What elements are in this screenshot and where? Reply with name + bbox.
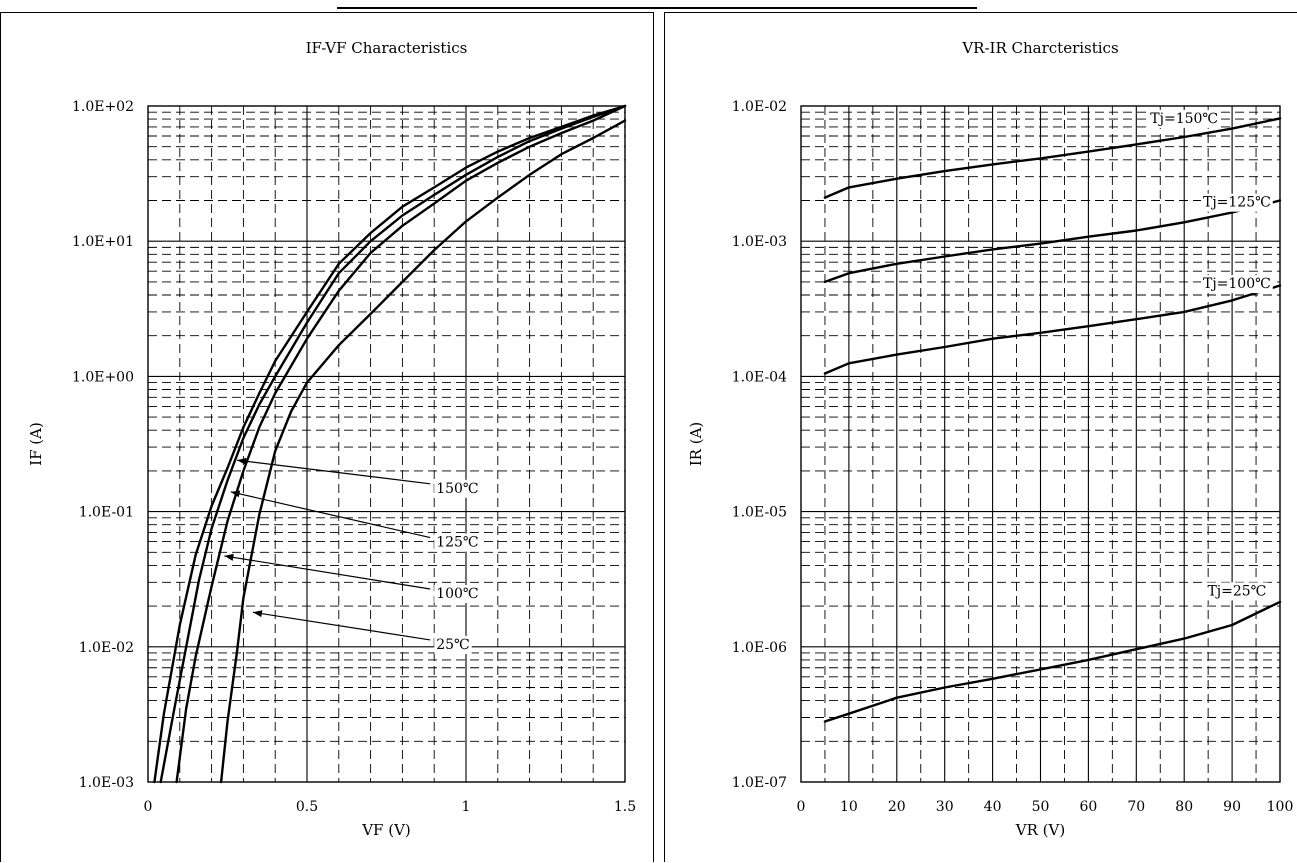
x-tick-label: 100 bbox=[1267, 799, 1294, 815]
annotation-arrowhead bbox=[252, 610, 263, 618]
annotation-label-background bbox=[1200, 275, 1273, 294]
x-tick-label: 80 bbox=[1175, 799, 1193, 815]
x-tick-label: 0.5 bbox=[296, 799, 318, 815]
annotation-leader-line bbox=[230, 491, 431, 539]
annotation-label: Tj=25℃ bbox=[1207, 583, 1266, 599]
y-axis-label: IR (A) bbox=[687, 422, 705, 467]
annotation-arrowhead bbox=[230, 490, 241, 498]
y-tick-label: 1.0E+02 bbox=[72, 99, 134, 115]
y-tick-label: 1.0E-07 bbox=[732, 775, 787, 791]
annotation-label: 125℃ bbox=[436, 535, 478, 551]
plot-frame bbox=[147, 105, 626, 783]
series-line-tj150 bbox=[823, 117, 1282, 199]
x-tick-label: 30 bbox=[936, 799, 954, 815]
x-axis-label: VF (V) bbox=[361, 821, 411, 839]
x-tick-label: 50 bbox=[1032, 799, 1050, 815]
x-tick-label: 90 bbox=[1223, 799, 1241, 815]
annotation-label-background bbox=[434, 533, 481, 552]
x-tick-label: 70 bbox=[1127, 799, 1145, 815]
annotation-leader-line bbox=[252, 611, 431, 641]
x-tick-label: 1.5 bbox=[614, 799, 636, 815]
x-tick-label: 10 bbox=[840, 799, 858, 815]
if-vf-chart-panel: IF-VF Characteristics 1.0E+02 1.0E+01 1.0E+… bbox=[0, 12, 654, 862]
annotation-label-background bbox=[1148, 109, 1221, 128]
annotation-arrowhead bbox=[224, 553, 234, 561]
chart-title: VR-IR Charcteristics bbox=[961, 39, 1118, 57]
y-tick-label: 1.0E-02 bbox=[732, 99, 787, 115]
x-tick-label: 40 bbox=[984, 799, 1002, 815]
annotation-label: 150℃ bbox=[436, 481, 478, 497]
x-tick-label: 60 bbox=[1079, 799, 1097, 815]
annotation-label: Tj=125℃ bbox=[1203, 195, 1271, 211]
y-tick-label: 1.0E-03 bbox=[732, 234, 787, 250]
x-tick-label: 20 bbox=[888, 799, 906, 815]
y-tick-label: 1.0E-06 bbox=[732, 640, 787, 656]
y-tick-label: 1.0E-02 bbox=[79, 640, 134, 656]
vr-ir-chart-panel: VR-IR Charcteristics 1.0E-02 1.0E-03 1.0E-0… bbox=[664, 12, 1297, 862]
y-tick-label: 1.0E-03 bbox=[79, 775, 134, 791]
annotation-label-background bbox=[434, 479, 481, 498]
series-line-125 bbox=[159, 104, 627, 784]
series-line-tj100 bbox=[823, 284, 1282, 375]
series-line-100 bbox=[175, 104, 627, 784]
x-axis-label: VR (V) bbox=[1015, 821, 1065, 839]
vr-ir-chart: VR-IR Charcteristics 1.0E-02 1.0E-03 1.0E-0… bbox=[687, 39, 1294, 839]
annotation-label-background bbox=[434, 584, 481, 603]
chart-title: IF-VF Characteristics bbox=[306, 39, 468, 57]
series-line-tj25 bbox=[823, 600, 1282, 723]
y-axis-label: IF (A) bbox=[27, 422, 45, 466]
y-tick-label: 1.0E+00 bbox=[72, 369, 134, 385]
annotation-label-background bbox=[1200, 193, 1273, 212]
y-tick-label: 1.0E-04 bbox=[732, 369, 787, 385]
if-vf-chart: IF-VF Characteristics 1.0E+02 1.0E+01 1.0E+… bbox=[27, 39, 636, 839]
x-tick-label: 0 bbox=[797, 799, 806, 815]
series-line-25 bbox=[219, 119, 627, 784]
annotation-label: 100℃ bbox=[436, 586, 478, 602]
plot-frame bbox=[800, 105, 1281, 783]
annotation-arrowhead bbox=[237, 457, 247, 465]
header-rule bbox=[337, 7, 977, 9]
annotation-label: Tj=100℃ bbox=[1203, 276, 1271, 292]
series-line-150 bbox=[153, 104, 627, 784]
series-line-tj125 bbox=[823, 199, 1282, 284]
y-tick-label: 1.0E-05 bbox=[732, 505, 787, 521]
y-tick-label: 1.0E-01 bbox=[79, 505, 134, 521]
annotation-label-background bbox=[1205, 582, 1269, 601]
annotation-leader-line bbox=[236, 459, 431, 485]
x-tick-label: 0 bbox=[144, 799, 153, 815]
annotation-label-background bbox=[434, 635, 472, 654]
x-tick-label: 1 bbox=[462, 799, 471, 815]
annotation-leader-line bbox=[224, 555, 431, 590]
y-tick-label: 1.0E+01 bbox=[72, 234, 134, 250]
annotation-label: 25℃ bbox=[436, 637, 469, 653]
annotation-label: Tj=150℃ bbox=[1150, 111, 1218, 127]
